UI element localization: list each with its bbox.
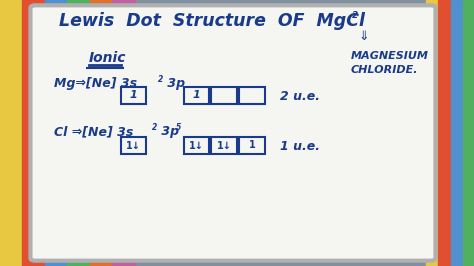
Text: Lewis  Dot  Structure  OF  MgCl: Lewis Dot Structure OF MgCl: [59, 12, 365, 30]
Text: 2 u.e.: 2 u.e.: [280, 89, 319, 102]
FancyBboxPatch shape: [30, 5, 436, 261]
Text: CHLORIDE.: CHLORIDE.: [351, 65, 418, 75]
Bar: [120, 87, 146, 104]
Text: 1: 1: [193, 90, 201, 101]
Text: MAGNESIUM: MAGNESIUM: [351, 51, 428, 61]
Bar: [90, 0, 112, 266]
Text: 3p: 3p: [157, 126, 179, 139]
Bar: [67, 0, 90, 266]
Text: 2: 2: [152, 123, 157, 131]
Bar: [184, 137, 210, 154]
Text: 1↓: 1↓: [126, 140, 141, 151]
Bar: [438, 0, 451, 266]
Text: 3p: 3p: [163, 77, 185, 90]
Text: Cl ⇒[Ne] 3s: Cl ⇒[Ne] 3s: [55, 126, 134, 139]
Bar: [184, 87, 210, 104]
Bar: [112, 0, 135, 266]
Bar: [426, 0, 438, 266]
Text: 1: 1: [248, 140, 255, 151]
Bar: [120, 137, 146, 154]
Text: 1↓: 1↓: [217, 140, 232, 151]
Bar: [239, 87, 265, 104]
Bar: [451, 0, 463, 266]
Bar: [22, 0, 45, 266]
Text: 2: 2: [352, 10, 358, 19]
Text: 1↓: 1↓: [189, 140, 204, 151]
Text: Ionic: Ionic: [89, 51, 127, 65]
Text: 5: 5: [176, 123, 181, 131]
Bar: [211, 137, 237, 154]
Text: ⇓: ⇓: [358, 30, 369, 43]
Bar: [45, 0, 67, 266]
Bar: [0, 0, 22, 266]
Text: 2: 2: [158, 74, 164, 84]
Text: 1 u.e.: 1 u.e.: [280, 139, 319, 152]
Bar: [463, 0, 474, 266]
Text: Mg⇒[Ne] 3s: Mg⇒[Ne] 3s: [55, 77, 137, 90]
Bar: [211, 87, 237, 104]
Text: 1: 1: [129, 90, 137, 101]
Bar: [239, 137, 265, 154]
